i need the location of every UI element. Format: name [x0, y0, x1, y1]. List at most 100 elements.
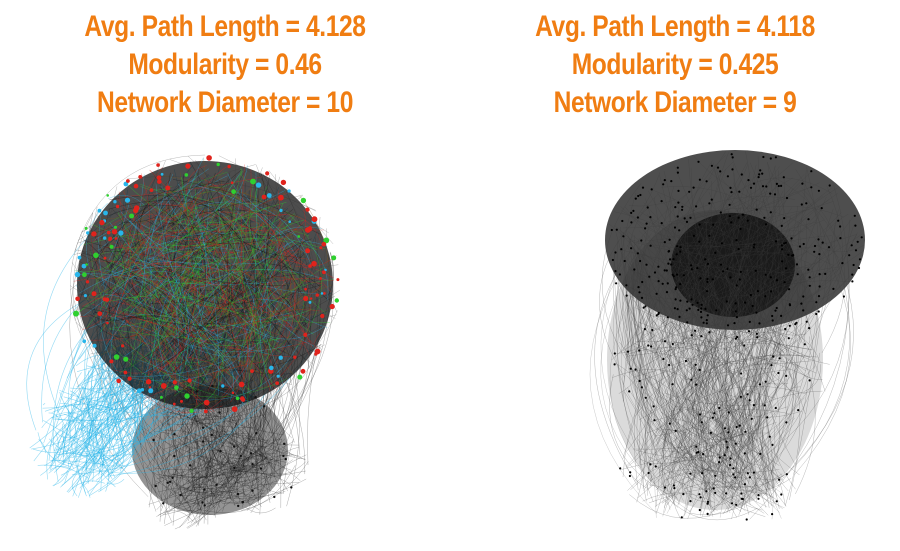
right-node	[663, 486, 667, 489]
left-edge	[87, 280, 252, 346]
right-node	[665, 291, 669, 294]
right-edge	[692, 312, 789, 385]
right-edge	[669, 248, 758, 415]
left-edge	[191, 422, 284, 487]
right-node	[729, 186, 732, 189]
left-node	[84, 226, 88, 230]
left-node	[82, 272, 87, 278]
left-edge	[178, 412, 264, 457]
right-node	[675, 286, 678, 289]
left-edge	[173, 281, 244, 374]
left-edge	[146, 193, 288, 294]
left-node	[85, 263, 88, 266]
left-edge	[154, 172, 182, 347]
left-edge	[150, 175, 228, 318]
left-edge	[103, 251, 294, 350]
right-edge	[642, 317, 691, 396]
right-edge	[626, 300, 702, 452]
left-edge	[204, 212, 240, 235]
right-edge	[705, 287, 824, 394]
right-node	[795, 321, 798, 324]
right-edge	[728, 304, 744, 416]
right-node	[638, 349, 641, 352]
right-edge	[719, 182, 749, 320]
left-edge	[108, 328, 279, 341]
left-edge	[206, 410, 272, 456]
right-edge	[676, 204, 809, 488]
right-edge	[739, 346, 770, 515]
right-edge	[644, 392, 695, 473]
right-edge	[729, 485, 753, 511]
right-node	[636, 252, 639, 255]
left-outer-arc	[271, 176, 336, 319]
left-edge	[96, 207, 199, 280]
right-edge	[635, 382, 814, 459]
right-node	[651, 328, 654, 332]
left-node	[263, 405, 266, 408]
left-edge	[153, 472, 163, 508]
right-edge	[716, 177, 833, 209]
left-edge	[170, 433, 253, 476]
right-node	[748, 320, 751, 323]
left-edge	[103, 192, 235, 331]
right-node	[676, 245, 679, 248]
right-outer-arc	[637, 235, 764, 471]
left-node	[310, 297, 313, 300]
right-edge	[732, 257, 830, 365]
left-edge	[222, 461, 262, 512]
right-node	[730, 502, 734, 505]
right-edge	[690, 152, 729, 517]
left-edge	[255, 269, 270, 306]
right-edge	[655, 423, 758, 491]
right-edge	[663, 170, 733, 470]
right-edge	[630, 203, 680, 295]
right-edge	[621, 439, 706, 470]
left-edge	[268, 233, 279, 252]
left-edge	[122, 194, 209, 358]
right-edge	[655, 209, 726, 507]
right-node	[641, 280, 644, 284]
right-node	[705, 290, 709, 293]
right-node	[702, 453, 705, 456]
left-network-stats: Avg. Path Length = 4.128 Modularity = 0.…	[0, 8, 450, 122]
left-edge	[139, 240, 282, 316]
right-edge	[711, 298, 724, 500]
left-outer-arc	[207, 310, 338, 416]
right-edge	[731, 338, 744, 368]
right-node	[649, 463, 652, 466]
left-edge	[207, 180, 302, 258]
left-node	[324, 268, 327, 272]
left-core-fill	[77, 161, 333, 409]
right-edge	[622, 337, 680, 478]
left-edge	[116, 236, 274, 287]
right-edge	[729, 315, 755, 430]
right-edge	[681, 441, 754, 486]
left-edge	[143, 198, 255, 281]
left-edge	[189, 482, 300, 491]
left-edge	[88, 314, 241, 377]
left-node	[206, 155, 212, 161]
right-edge	[673, 315, 721, 460]
right-node	[613, 363, 616, 366]
right-edge	[734, 234, 857, 474]
left-edge	[200, 177, 290, 223]
right-edge	[708, 296, 779, 389]
left-edge	[161, 309, 323, 393]
left-blue-edge	[53, 432, 59, 463]
right-edge	[723, 398, 767, 487]
right-edge	[624, 462, 648, 489]
right-node	[773, 193, 777, 196]
left-edge	[208, 238, 312, 300]
left-edge	[189, 433, 248, 472]
left-edge	[128, 184, 259, 299]
left-node	[136, 388, 142, 394]
right-edge	[653, 277, 708, 506]
left-edge	[179, 415, 211, 468]
right-node	[647, 344, 650, 347]
left-node	[231, 391, 235, 395]
left-edge	[167, 242, 332, 293]
left-edge	[119, 204, 202, 374]
left-edge	[299, 267, 309, 297]
left-edge	[275, 214, 324, 251]
right-outer-arc	[632, 299, 730, 474]
